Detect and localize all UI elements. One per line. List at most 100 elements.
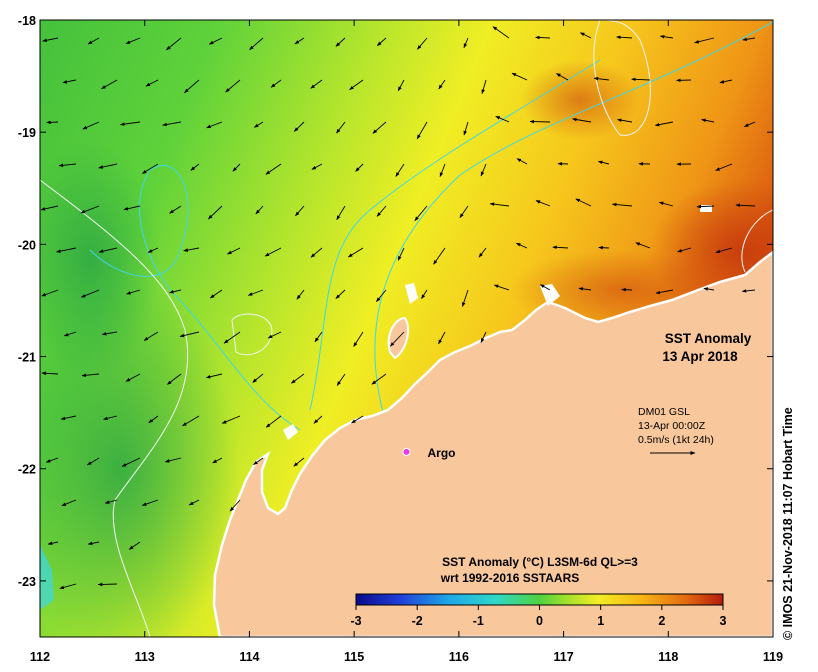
argo-float-marker [402, 447, 411, 456]
current-vector [617, 118, 633, 123]
current-vector [63, 331, 77, 337]
isobath-sw-patch [40, 545, 54, 610]
current-vector [81, 373, 100, 378]
island-white-3 [283, 424, 298, 440]
current-vector [371, 373, 387, 385]
current-vector [439, 163, 446, 178]
current-vector [478, 247, 487, 258]
current-vector [58, 163, 77, 168]
current-vector [459, 205, 469, 219]
current-key-line3: 0.5m/s (1kt 24h) [638, 434, 714, 446]
y-tick-label: -21 [18, 351, 36, 365]
y-tick-label: -18 [18, 14, 36, 28]
current-vector [572, 117, 592, 123]
colorbar-title-line2: wrt 1992-2016 SSTAARS [440, 571, 580, 585]
current-vector [313, 415, 323, 424]
current-vector [293, 121, 305, 132]
current-vector [56, 247, 77, 253]
current-vector [249, 37, 264, 51]
current-vector [481, 79, 487, 94]
current-vector [120, 121, 141, 126]
colorbar [355, 593, 724, 606]
current-vector [253, 121, 264, 128]
current-vector [347, 247, 364, 258]
current-vector [80, 289, 100, 298]
current-vector [631, 77, 651, 82]
current-vector [265, 415, 282, 428]
current-vector [480, 163, 487, 177]
current-vector [252, 373, 264, 383]
current-vector [349, 79, 364, 91]
colorbar-tick-label: 0 [536, 614, 543, 628]
current-vector [147, 247, 159, 253]
current-vector [556, 73, 569, 81]
current-vector [735, 203, 756, 208]
current-key-line2: 13-Apr 00:00Z [638, 420, 706, 432]
current-vector [535, 35, 551, 40]
island-white-2 [540, 284, 560, 306]
current-vector [45, 457, 59, 463]
current-vector [125, 373, 141, 382]
current-vector [270, 79, 282, 88]
current-vector [539, 284, 551, 291]
current-vector [205, 373, 223, 379]
current-vector [515, 242, 528, 249]
current-vector [208, 205, 223, 220]
current-vector [209, 289, 223, 299]
current-vector [616, 35, 633, 40]
current-vector [125, 37, 141, 45]
current-vector [104, 499, 118, 504]
current-vector [715, 163, 733, 171]
current-vector [101, 331, 118, 336]
current-vector [395, 163, 405, 177]
x-tick-label: 118 [658, 650, 678, 664]
current-vector [743, 121, 756, 127]
current-vector [511, 72, 528, 81]
current-key-line1: DM01 GSL [638, 406, 690, 418]
current-vector [355, 163, 364, 172]
current-vector [290, 373, 305, 384]
current-vector [98, 247, 118, 253]
current-vector [143, 331, 159, 341]
current-vector [206, 121, 223, 129]
current-vector [162, 121, 182, 127]
current-vector [123, 205, 141, 211]
current-vector [719, 79, 733, 84]
isobath-white-west [40, 179, 189, 637]
current-vector [314, 331, 323, 343]
map-title-line2: 13 Apr 2018 [662, 349, 738, 364]
current-vector [227, 247, 241, 255]
current-vector [41, 371, 59, 376]
current-vector [416, 121, 428, 140]
current-vector [433, 247, 446, 265]
current-vector [229, 499, 241, 512]
current-vectors [40, 26, 756, 590]
current-vector [336, 373, 346, 386]
current-vector [741, 289, 756, 293]
current-vector [480, 331, 487, 343]
current-vector [293, 457, 305, 467]
current-vector [190, 163, 200, 171]
current-vector [417, 37, 428, 50]
isobath-white-north [593, 20, 651, 136]
x-tick-label: 113 [135, 650, 155, 664]
current-vector [336, 121, 346, 134]
colorbar-tick-label: -1 [473, 614, 484, 628]
current-vector [148, 415, 159, 424]
current-vector [128, 541, 141, 550]
current-vector [621, 287, 633, 292]
isobath-white-shoal [231, 313, 273, 356]
current-vector [60, 415, 77, 421]
current-vector [310, 79, 323, 89]
current-vector [575, 198, 592, 207]
current-vector [223, 331, 241, 344]
current-vector [438, 331, 446, 345]
current-vector [98, 163, 118, 169]
plot-frame [39, 19, 774, 638]
y-tick-label: -22 [18, 463, 36, 477]
current-vector [87, 37, 100, 45]
current-vector [42, 37, 59, 43]
current-vector [742, 37, 756, 42]
current-vector [225, 79, 241, 93]
